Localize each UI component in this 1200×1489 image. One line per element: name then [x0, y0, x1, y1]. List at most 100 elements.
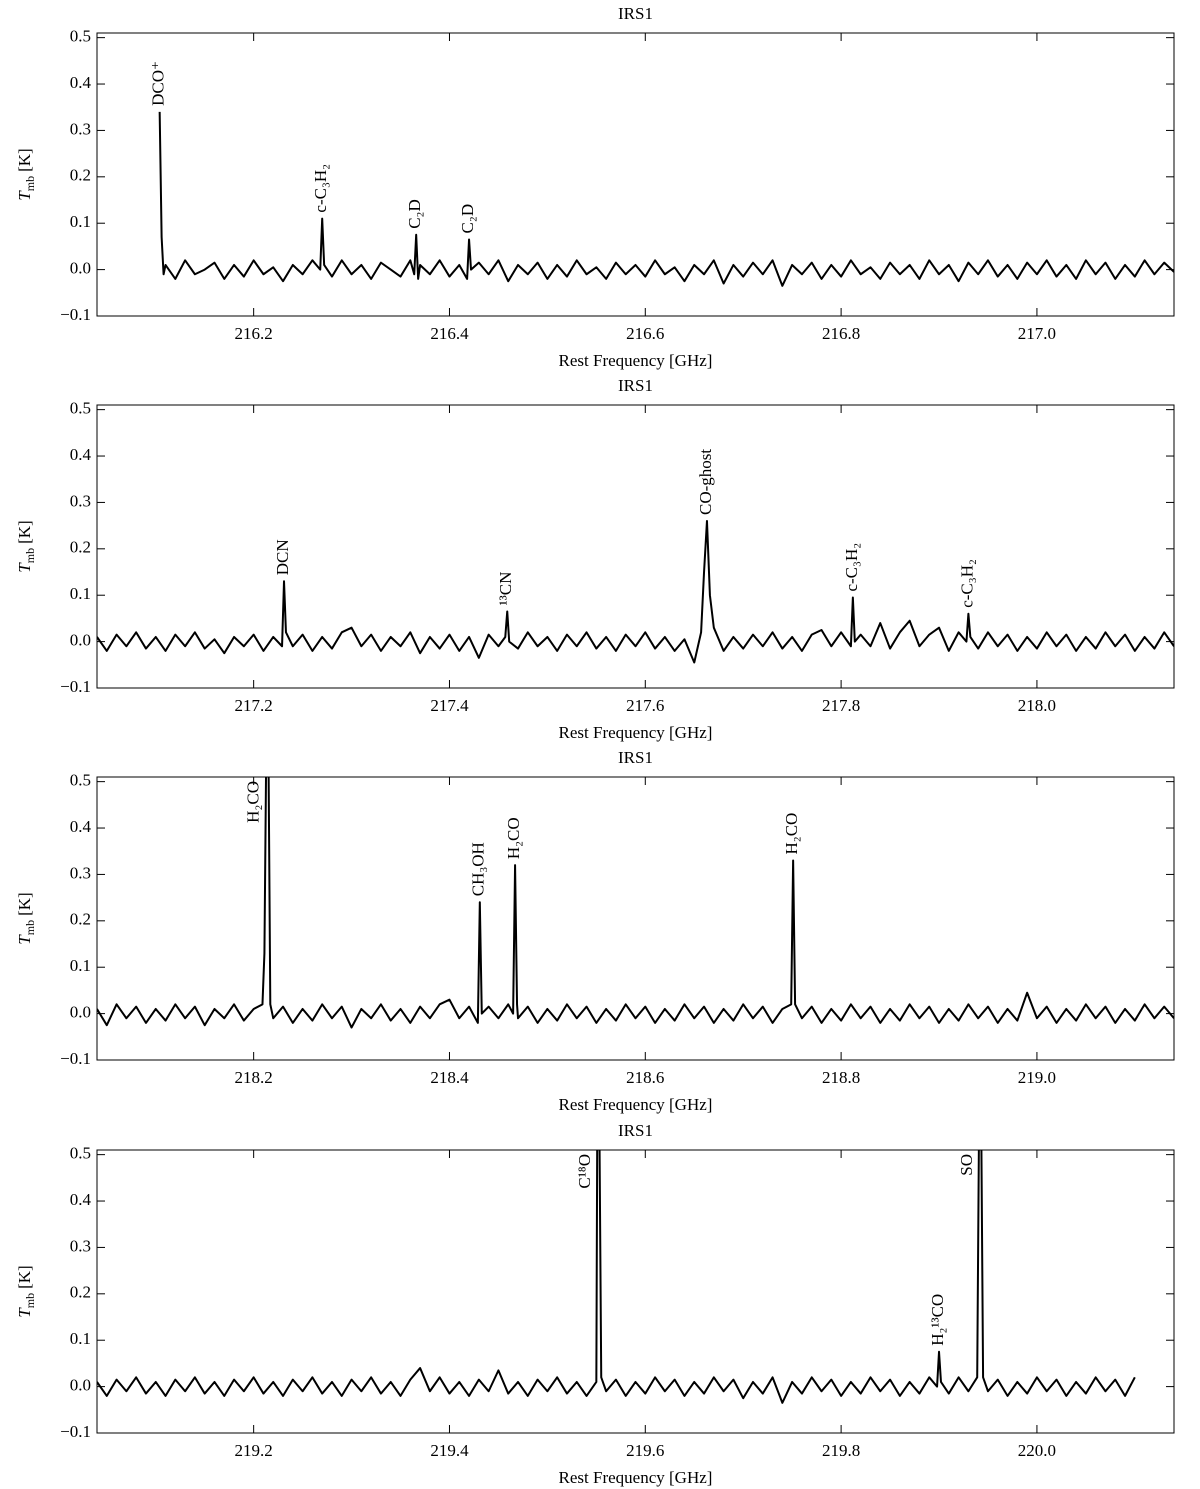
y-tick-label: −0.1: [60, 1049, 91, 1068]
y-tick-label: 0.5: [70, 27, 91, 46]
line-label: C₂D: [458, 204, 477, 234]
x-tick-label: 219.2: [235, 1441, 273, 1460]
x-tick-label: 217.0: [1018, 324, 1056, 343]
y-tick-label: −0.1: [60, 677, 91, 696]
y-axis-subscript: mb: [23, 548, 37, 563]
y-tick-label: −0.1: [60, 1422, 91, 1441]
x-axis-label: Rest Frequency [GHz]: [559, 351, 713, 370]
y-tick-label: 0.3: [70, 1236, 91, 1255]
y-axis-symbol: T: [15, 190, 34, 201]
x-tick-label: 218.0: [1018, 696, 1056, 715]
y-axis-unit: [K]: [15, 148, 34, 172]
x-tick-label: 217.8: [822, 696, 860, 715]
spectrum-line: [97, 519, 1174, 664]
y-axis-unit: [K]: [15, 1265, 34, 1289]
y-axis-symbol: T: [15, 1307, 34, 1318]
y-tick-label: 0.0: [70, 631, 91, 650]
line-label: H₂¹³CO: [928, 1294, 947, 1346]
plot-frame: [96, 1149, 1175, 1434]
y-tick-label: 0.2: [70, 538, 91, 557]
x-axis-label: Rest Frequency [GHz]: [559, 1468, 713, 1487]
x-tick-label: 218.6: [626, 1068, 664, 1087]
x-tick-label: 218.4: [430, 1068, 469, 1087]
y-tick-label: 0.1: [70, 1329, 91, 1348]
line-label: c-C₃H₂: [842, 543, 861, 592]
y-tick-label: 0.2: [70, 910, 91, 929]
line-label: SO: [957, 1154, 976, 1176]
x-tick-label: 219.0: [1018, 1068, 1056, 1087]
x-tick-label: 217.6: [626, 696, 664, 715]
plot-frame: [96, 32, 1175, 317]
plot-frame: [96, 776, 1175, 1061]
y-axis-unit: [K]: [15, 520, 34, 544]
y-axis-symbol: T: [15, 934, 34, 945]
y-tick-label: 0.5: [70, 1144, 91, 1163]
x-tick-label: 220.0: [1018, 1441, 1056, 1460]
line-label: DCN: [273, 539, 292, 575]
plot-area: [158, 111, 1174, 287]
line-label: C₂D: [405, 199, 424, 229]
line-label: H₂CO: [782, 813, 801, 855]
y-tick-label: 0.2: [70, 166, 91, 185]
line-label: DCO⁺: [149, 61, 168, 106]
spectrum-line: [158, 111, 1174, 287]
y-tick-label: 0.3: [70, 863, 91, 882]
y-axis-label: Tmb [K]: [15, 892, 37, 944]
chart-title: IRS1: [618, 1121, 653, 1140]
chart-title: IRS1: [618, 748, 653, 767]
y-tick-label: 0.4: [70, 1190, 92, 1209]
plot-frame: [96, 404, 1175, 689]
y-tick-label: 0.5: [70, 771, 91, 790]
y-axis-symbol: T: [15, 562, 34, 573]
line-label: ¹³CN: [496, 572, 515, 606]
y-axis-subscript: mb: [23, 920, 37, 935]
plot-area: [97, 1150, 1136, 1404]
line-label: c-C₃H₂: [311, 164, 330, 213]
y-tick-label: 0.3: [70, 119, 91, 138]
y-tick-label: 0.1: [70, 956, 91, 975]
y-axis-label: Tmb [K]: [15, 520, 37, 572]
line-label: CH₃OH: [469, 842, 488, 896]
x-tick-label: 217.2: [235, 696, 273, 715]
x-tick-label: 219.6: [626, 1441, 664, 1460]
x-tick-label: 218.2: [235, 1068, 273, 1087]
spectrum-line: [97, 1150, 1136, 1404]
x-axis-label: Rest Frequency [GHz]: [559, 1095, 713, 1114]
x-tick-label: 219.8: [822, 1441, 860, 1460]
line-label: c-C₃H₂: [957, 559, 976, 608]
y-tick-label: 0.0: [70, 1376, 91, 1395]
y-axis-label: Tmb [K]: [15, 148, 37, 200]
y-tick-label: 0.1: [70, 212, 91, 231]
y-tick-label: 0.5: [70, 399, 91, 418]
x-axis-label: Rest Frequency [GHz]: [559, 723, 713, 742]
y-tick-label: 0.4: [70, 73, 92, 92]
plot-area: [97, 777, 1174, 1029]
chart-title: IRS1: [618, 376, 653, 395]
y-tick-label: 0.4: [70, 445, 92, 464]
x-tick-label: 216.2: [235, 324, 273, 343]
x-tick-label: 216.8: [822, 324, 860, 343]
line-label: H₂CO: [243, 781, 262, 823]
y-axis-subscript: mb: [23, 176, 37, 191]
x-tick-label: 218.8: [822, 1068, 860, 1087]
x-tick-label: 217.4: [430, 696, 469, 715]
y-axis-unit: [K]: [15, 892, 34, 916]
y-tick-label: 0.4: [70, 817, 92, 836]
x-tick-label: 216.6: [626, 324, 664, 343]
plot-area: [97, 519, 1174, 664]
y-axis-label: Tmb [K]: [15, 1265, 37, 1317]
y-tick-label: 0.0: [70, 1003, 91, 1022]
y-tick-label: −0.1: [60, 305, 91, 324]
spectrum-line: [97, 777, 1174, 1029]
x-tick-label: 219.4: [430, 1441, 469, 1460]
y-tick-label: 0.3: [70, 491, 91, 510]
y-axis-subscript: mb: [23, 1293, 37, 1308]
line-label: C¹⁸O: [575, 1154, 594, 1189]
y-tick-label: 0.0: [70, 259, 91, 278]
chart-title: IRS1: [618, 4, 653, 23]
line-label: H₂CO: [504, 817, 523, 859]
x-tick-label: 216.4: [430, 324, 469, 343]
y-tick-label: 0.1: [70, 584, 91, 603]
line-label: CO-ghost: [696, 449, 715, 515]
